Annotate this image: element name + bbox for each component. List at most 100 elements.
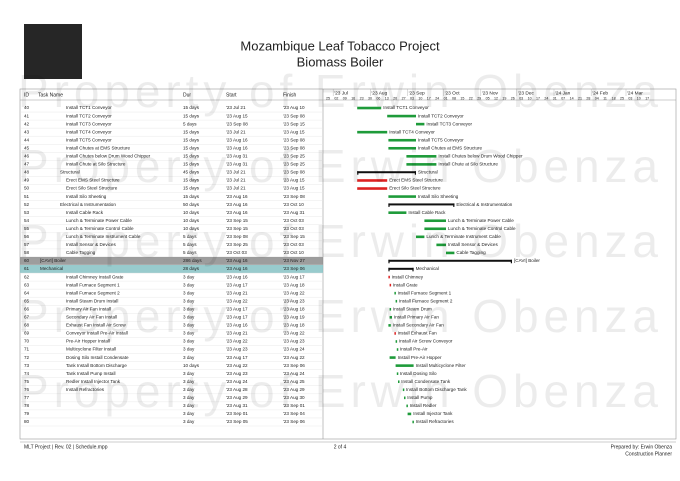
finish: '23 Nov 27 <box>283 258 305 263</box>
bar-label: Mechanical <box>416 266 439 271</box>
week-label: 07 <box>561 96 565 100</box>
duration: 5 days <box>183 121 197 126</box>
task-name: Erect EMS Steel Structure <box>66 178 120 183</box>
task-bar <box>387 114 416 118</box>
row-id: 43 <box>24 129 30 134</box>
summary-bar <box>357 171 416 174</box>
task-bar <box>388 195 416 198</box>
week-label: 10 <box>637 96 641 100</box>
finish: '23 Aug 15 <box>283 129 305 134</box>
finish: '23 Sep 04 <box>283 411 305 416</box>
task-bar <box>389 283 392 287</box>
start: '23 Sep 15 <box>226 226 248 231</box>
week-label: 11 <box>603 96 607 100</box>
task-name: Conveyor Install Pre-Air Install <box>66 331 128 336</box>
task-bar <box>388 146 416 150</box>
week-label: 19 <box>502 96 506 100</box>
month-label: '24 Mar <box>627 90 643 96</box>
bar-label: Install Chute at Silo Structure <box>438 162 498 167</box>
week-label: 03 <box>519 96 523 100</box>
task-bar <box>388 211 407 214</box>
finish: '23 Aug 24 <box>283 371 305 376</box>
duration: 15 days <box>183 194 200 199</box>
week-label: 10 <box>528 96 532 100</box>
start: '23 Aug 16 <box>226 137 248 142</box>
bar-label: Install TCT5 Conveyor <box>418 137 464 142</box>
week-label: 06 <box>376 96 380 100</box>
duration: 15 days <box>183 113 200 118</box>
row-id: 74 <box>24 371 30 376</box>
task-bar <box>396 348 399 351</box>
bar-label: Install TCT3 Conveyor <box>426 121 472 126</box>
row-id: 61 <box>24 266 30 271</box>
task-name: Install Chute at Silo Structure <box>66 162 126 167</box>
start: '23 Jul 21 <box>226 178 246 183</box>
duration: 15 days <box>183 105 200 110</box>
start: '23 Aug 17 <box>226 315 248 320</box>
task-name: Tank Install Pump Install <box>66 371 116 376</box>
duration: 10 days <box>183 218 200 223</box>
start: '23 Aug 17 <box>226 306 248 311</box>
column-header: Start <box>226 92 237 98</box>
task-bar <box>388 275 390 279</box>
start: '23 Aug 31 <box>226 162 248 167</box>
duration: 3 day <box>183 411 195 416</box>
footer-right: Prepared by: Erwin Obenza <box>611 444 673 450</box>
task-name: Install Cable Rack <box>66 210 104 215</box>
week-label: 03 <box>410 96 414 100</box>
column-header: Finish <box>283 92 297 98</box>
duration: 3 day <box>183 379 195 384</box>
row-id: 63 <box>24 282 30 287</box>
duration: 3 day <box>183 387 195 392</box>
start: '23 Sep 05 <box>226 419 248 424</box>
task-bar <box>398 380 400 384</box>
finish: '23 Sep 06 <box>283 419 305 424</box>
start: '23 Aug 28 <box>226 387 248 392</box>
start: '23 Aug 17 <box>226 355 248 360</box>
bar-label: Lunch & Terminate Instrument Cable <box>426 234 501 239</box>
bar-label: Install Secondary Air Fan <box>393 323 445 328</box>
task-bar <box>395 364 414 367</box>
duration: 5 days <box>183 242 197 247</box>
summary-cap <box>414 171 416 175</box>
finish: '23 Sep 06 <box>283 266 305 271</box>
start: '23 Aug 16 <box>226 266 248 271</box>
task-bar <box>396 372 399 375</box>
finish: '23 Oct 03 <box>283 226 304 231</box>
bar-label: Install Chutes below Drum Wood Chipper <box>438 154 523 159</box>
finish: '23 Sep 08 <box>283 170 305 175</box>
finish: '23 Sep 15 <box>283 234 305 239</box>
subtitle: Biomass Boiler <box>297 54 384 69</box>
row-id: 40 <box>24 105 30 110</box>
week-label: 18 <box>612 96 616 100</box>
task-bar <box>357 106 382 110</box>
row-id: 73 <box>24 363 30 368</box>
bar-label: Erect EMS Steel Structure <box>389 178 443 183</box>
week-label: 05 <box>486 96 490 100</box>
row-highlight <box>20 256 323 265</box>
finish: '23 Oct 03 <box>283 242 304 247</box>
start: '23 Aug 31 <box>226 403 248 408</box>
start: '23 Aug 21 <box>226 290 248 295</box>
finish: '23 Sep 01 <box>283 403 305 408</box>
bar-label: Erect Silo Steel Structure <box>389 186 441 191</box>
week-label: 01 <box>444 96 448 100</box>
bar-label: Install Bottom Discharge Tank <box>406 387 467 392</box>
start: '23 Sep 08 <box>226 234 248 239</box>
start: '23 Sep 15 <box>226 218 248 223</box>
watermark: Property of Erwin Obenza <box>18 65 658 117</box>
month-label: '23 Aug <box>371 90 387 96</box>
bar-label: Structural <box>418 170 438 175</box>
week-label: 16 <box>351 96 355 100</box>
bar-label: Electrical & Instrumentation <box>456 202 512 207</box>
week-label: 08 <box>452 96 456 100</box>
duration: 3 day <box>183 331 195 336</box>
start: '23 Aug 16 <box>226 145 248 150</box>
watermark: Property of Erwin Obenza <box>18 215 658 267</box>
month-label: '24 Jan <box>555 90 571 96</box>
duration: 15 days <box>183 137 200 142</box>
summary-cap <box>357 171 359 175</box>
summary-cap <box>412 267 414 272</box>
finish: '23 Oct 10 <box>283 202 304 207</box>
bar-label: Cable Tagging <box>456 250 486 255</box>
